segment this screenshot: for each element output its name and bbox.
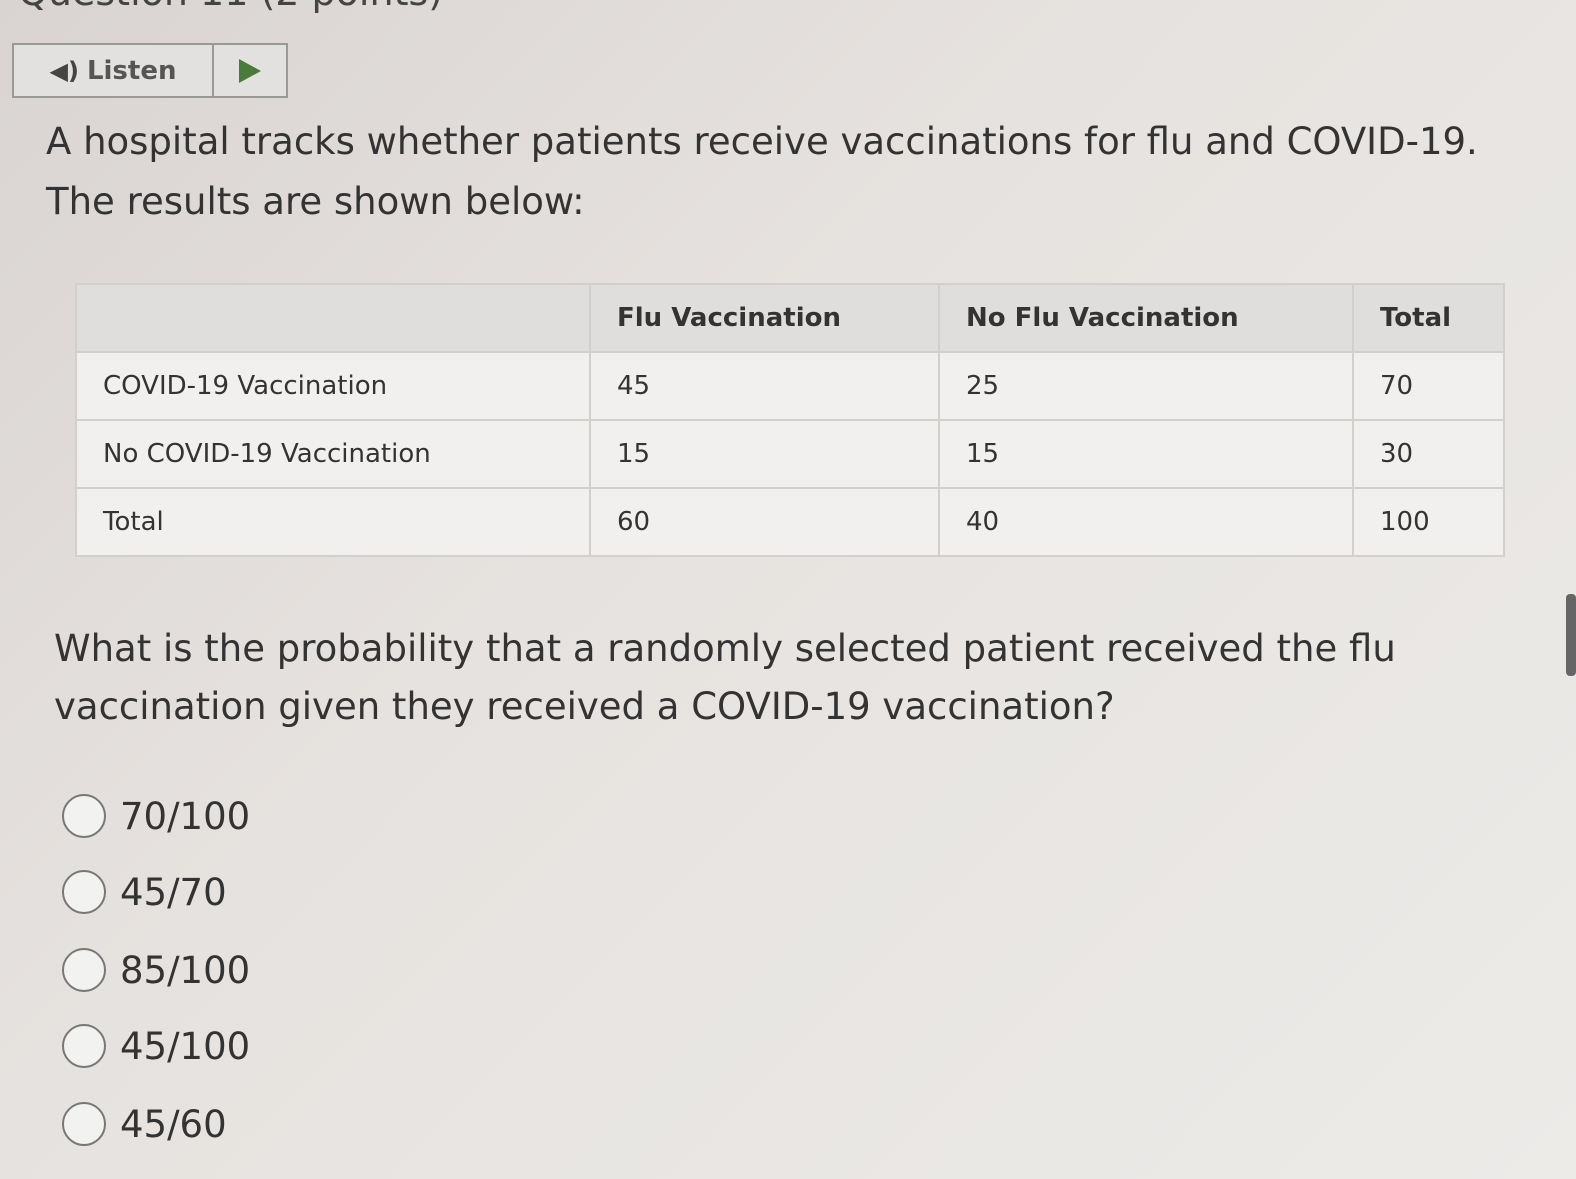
cell: 100: [1352, 487, 1505, 557]
cell: 15: [589, 419, 940, 489]
table-header-row: Flu Vaccination No Flu Vaccination Total: [75, 283, 1505, 353]
cell: 60: [589, 487, 940, 557]
listen-widget: ◀) Listen: [12, 43, 288, 98]
header-cell: Total: [1352, 283, 1505, 353]
row-label: COVID-19 Vaccination: [75, 351, 591, 421]
cell: 45: [589, 351, 940, 421]
listen-button[interactable]: ◀) Listen: [14, 45, 214, 96]
cell: 25: [938, 351, 1354, 421]
listen-label: Listen: [86, 55, 177, 86]
radio-button[interactable]: [62, 1024, 106, 1068]
play-icon: [239, 58, 261, 83]
option-label: 70/100: [120, 794, 251, 838]
radio-button[interactable]: [62, 794, 106, 838]
question-title: Question 11 (2 points): [18, 0, 443, 14]
header-cell: No Flu Vaccination: [938, 283, 1354, 353]
cell: 30: [1352, 419, 1505, 489]
table-row: No COVID-19 Vaccination 15 15 30: [75, 419, 1505, 489]
answer-option[interactable]: 45/70: [62, 870, 227, 914]
option-label: 85/100: [120, 948, 251, 992]
cell: 70: [1352, 351, 1505, 421]
answer-option[interactable]: 85/100: [62, 948, 250, 992]
play-button[interactable]: [214, 45, 286, 96]
cell: 15: [938, 419, 1354, 489]
data-table: Flu Vaccination No Flu Vaccination Total…: [75, 283, 1505, 557]
answer-option[interactable]: 45/100: [62, 1024, 250, 1068]
row-label: No COVID-19 Vaccination: [75, 419, 591, 489]
scrollbar[interactable]: [1566, 594, 1576, 676]
table-row: COVID-19 Vaccination 45 25 70: [75, 351, 1505, 421]
question-stem: A hospital tracks whether patients recei…: [46, 120, 1478, 223]
answer-option[interactable]: 45/60: [62, 1102, 227, 1146]
question-prompt: What is the probability that a randomly …: [54, 627, 1396, 728]
option-label: 45/70: [120, 870, 227, 914]
answer-option[interactable]: 70/100: [62, 794, 250, 838]
header-cell: [75, 283, 591, 353]
table-row: Total 60 40 100: [75, 487, 1505, 557]
radio-button[interactable]: [62, 1102, 106, 1146]
cell: 40: [938, 487, 1354, 557]
header-cell: Flu Vaccination: [589, 283, 940, 353]
option-label: 45/60: [120, 1102, 227, 1146]
option-label: 45/100: [120, 1024, 251, 1068]
speaker-icon: ◀): [49, 56, 79, 85]
row-label: Total: [75, 487, 591, 557]
radio-button[interactable]: [62, 948, 106, 992]
radio-button[interactable]: [62, 870, 106, 914]
